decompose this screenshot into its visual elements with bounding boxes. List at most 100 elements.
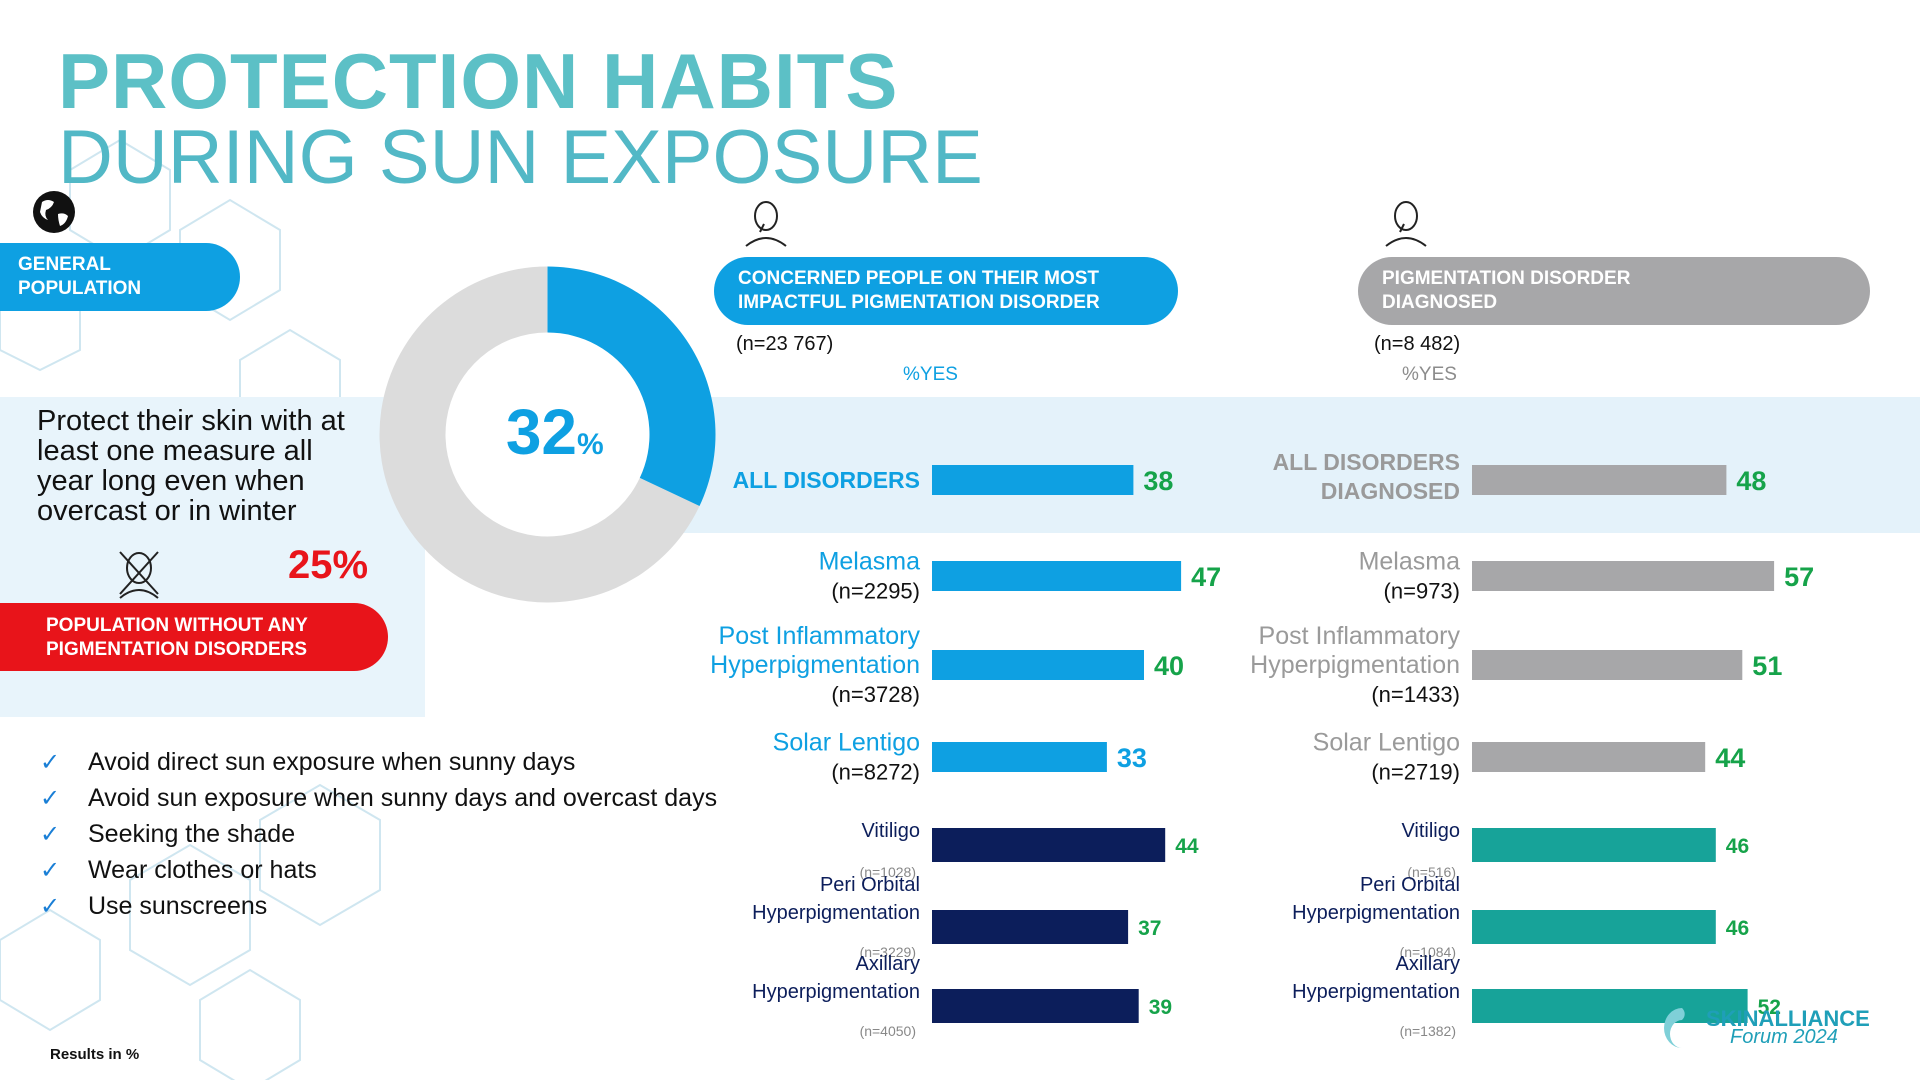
page-title-line2: DURING SUN EXPOSURE xyxy=(58,115,983,200)
category-label: ALL DISORDERS xyxy=(733,467,920,493)
category-label: Hyperpigmentation xyxy=(1250,651,1460,679)
no-disorder-face-icon xyxy=(119,551,159,599)
diagnosed-pill-line1: PIGMENTATION DISORDER xyxy=(1382,268,1631,289)
bar xyxy=(932,910,1129,944)
bar xyxy=(1472,989,1748,1023)
concerned-pill: CONCERNED PEOPLE ON THEIR MOST IMPACTFUL… xyxy=(714,257,1178,325)
category-label: Hyperpigmentation xyxy=(752,902,920,924)
category-label: Solar Lentigo xyxy=(773,729,920,757)
diagnosed-pill-line2: DIAGNOSED xyxy=(1382,292,1498,313)
concerned-sample-size: (n=23 767) xyxy=(736,333,834,355)
bar-value-label: 44 xyxy=(1175,835,1199,858)
concerned-pill-line1: CONCERNED PEOPLE ON THEIR MOST xyxy=(738,268,1100,289)
bar xyxy=(1472,742,1706,772)
bar-value-label: 40 xyxy=(1154,651,1184,681)
category-sample-size: (n=516) xyxy=(1407,864,1456,880)
category-label: ALL DISORDERS xyxy=(1273,449,1460,475)
category-label: Peri Orbital xyxy=(1360,874,1460,896)
category-label: Post Inflammatory xyxy=(719,622,921,650)
bar-value-label: 44 xyxy=(1715,743,1745,773)
measure-text: Avoid sun exposure when sunny days and o… xyxy=(88,783,718,812)
brand-name: SKINALLIANCE xyxy=(1706,1006,1870,1031)
category-sample-size: (n=1028) xyxy=(860,864,916,880)
no-disorder-line1: POPULATION WITHOUT ANY xyxy=(46,615,308,636)
bar-value-label: 47 xyxy=(1191,562,1221,592)
diagnosed-bar-chart: 48 ALL DISORDERS DIAGNOSED 57 Melasma (n=973)… xyxy=(1250,449,1814,1039)
bar xyxy=(932,465,1134,495)
measure-text: Seeking the shade xyxy=(88,819,296,848)
category-sample-size: (n=1433) xyxy=(1371,682,1460,707)
brand-subtitle: Forum 2024 xyxy=(1730,1026,1838,1048)
concerned-yes-label: %YES xyxy=(903,364,958,385)
category-label: Melasma xyxy=(819,548,921,576)
bar-value-label: 33 xyxy=(1117,743,1147,773)
category-label: DIAGNOSED xyxy=(1321,478,1460,504)
bar xyxy=(932,742,1107,772)
protection-statement: Protect their skin with at least one mea… xyxy=(37,405,345,527)
donut-center xyxy=(414,301,681,568)
list-item: ✓ Use sunscreens xyxy=(40,888,717,924)
category-label: Solar Lentigo xyxy=(1313,729,1460,757)
bar-value-label: 46 xyxy=(1726,917,1749,940)
category-sample-size: (n=1382) xyxy=(1400,1023,1456,1039)
category-label: Axillary xyxy=(1396,953,1460,975)
category-sample-size: (n=2295) xyxy=(831,579,920,604)
no-disorder-pill: POPULATION WITHOUT ANY PIGMENTATION DISO… xyxy=(0,603,388,671)
category-sample-size: (n=2719) xyxy=(1371,760,1460,785)
category-label: Hyperpigmentation xyxy=(1292,902,1460,924)
measure-text: Use sunscreens xyxy=(88,891,268,920)
bar xyxy=(1472,650,1743,680)
category-sample-size: (n=3229) xyxy=(860,944,916,960)
no-disorder-percent: 25% xyxy=(288,543,369,587)
donut-slice-rest xyxy=(379,266,700,603)
donut-chart: 32 % xyxy=(379,266,716,603)
list-item: ✓ Avoid direct sun exposure when sunny da… xyxy=(40,744,717,780)
category-label: Melasma xyxy=(1359,548,1461,576)
bar-value-label: 48 xyxy=(1736,466,1766,496)
bar xyxy=(1472,910,1716,944)
bar-value-label: 46 xyxy=(1726,835,1749,858)
category-sample-size: (n=8272) xyxy=(831,760,920,785)
category-label: Vitiligo xyxy=(1401,820,1460,842)
bar-value-label: 39 xyxy=(1149,996,1172,1019)
check-icon: ✓ xyxy=(40,892,61,920)
concerned-pill-line2: IMPACTFUL PIGMENTATION DISORDER xyxy=(738,292,1100,313)
category-sample-size: (n=3728) xyxy=(831,682,920,707)
bar-value-label: 52 xyxy=(1758,996,1781,1019)
bar xyxy=(1472,828,1716,862)
category-label: Vitiligo xyxy=(861,820,920,842)
list-item: ✓ Seeking the shade xyxy=(40,816,717,852)
measure-text: Wear clothes or hats xyxy=(88,855,317,884)
category-label: Post Inflammatory xyxy=(1259,622,1461,650)
general-population-line2: POPULATION xyxy=(18,278,142,299)
bar xyxy=(932,561,1182,591)
check-icon: ✓ xyxy=(40,820,61,848)
bar xyxy=(932,828,1166,862)
diagnosed-pill: PIGMENTATION DISORDER DIAGNOSED xyxy=(1358,257,1870,325)
list-item: ✓ Wear clothes or hats xyxy=(40,852,717,888)
category-label: Hyperpigmentation xyxy=(1292,981,1460,1003)
check-icon: ✓ xyxy=(40,784,61,812)
check-icon: ✓ xyxy=(40,748,61,776)
bar xyxy=(1472,561,1775,591)
bar-value-label: 38 xyxy=(1143,466,1173,496)
category-label: Hyperpigmentation xyxy=(752,981,920,1003)
general-population-line1: GENERAL xyxy=(18,254,111,275)
category-label: Axillary xyxy=(856,953,920,975)
diagnosed-sample-size: (n=8 482) xyxy=(1374,333,1461,355)
measure-text: Avoid direct sun exposure when sunny day… xyxy=(88,747,576,776)
results-note: Results in % xyxy=(50,1046,140,1063)
category-sample-size: (n=973) xyxy=(1384,579,1460,604)
diagnosed-yes-label: %YES xyxy=(1402,364,1457,385)
measures-list: ✓ Avoid direct sun exposure when sunny da… xyxy=(40,744,717,924)
bar-value-label: 37 xyxy=(1138,917,1161,940)
concerned-bar-chart: 38 ALL DISORDERS 47 Melasma (n=2295) 40 Post I… xyxy=(710,465,1221,1039)
bar xyxy=(932,650,1144,680)
category-label: Peri Orbital xyxy=(820,874,920,896)
concerned-person-icon xyxy=(745,201,787,247)
no-disorder-line2: PIGMENTATION DISORDERS xyxy=(46,639,308,660)
page-title-line1: PROTECTION HABITS xyxy=(58,37,899,125)
bar xyxy=(932,989,1139,1023)
bar-value-label: 51 xyxy=(1752,651,1782,681)
category-sample-size: (n=4050) xyxy=(860,1023,916,1039)
